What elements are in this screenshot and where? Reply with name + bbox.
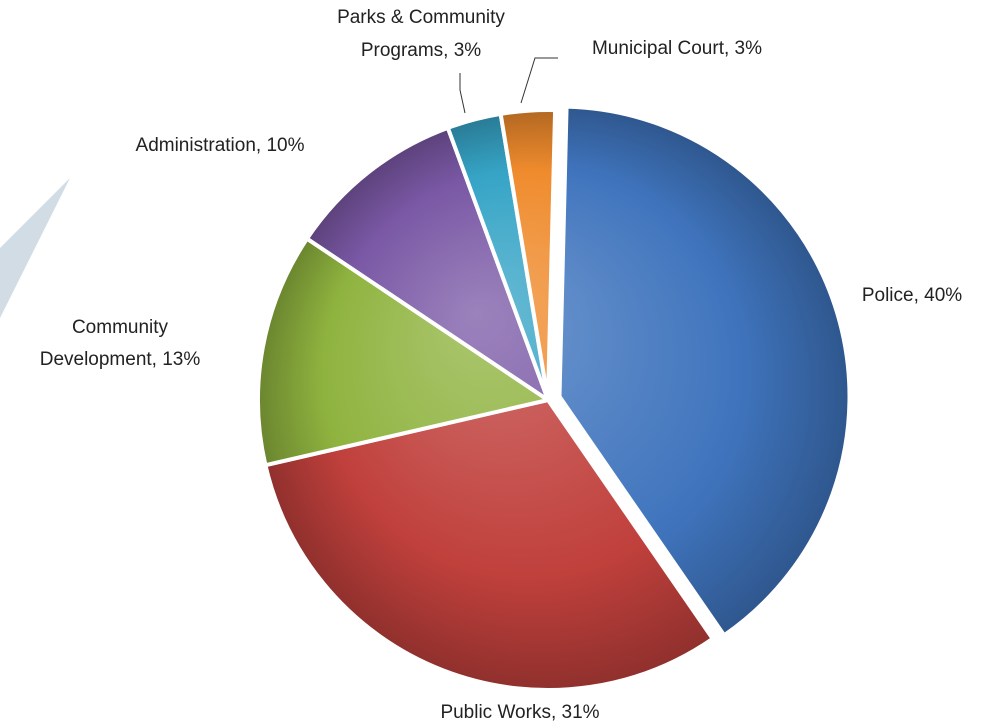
slice-layer bbox=[256, 104, 852, 692]
pie-slice-public-works bbox=[263, 398, 715, 692]
pie-slice-community-development bbox=[256, 236, 550, 468]
pie-slice-police bbox=[557, 104, 852, 638]
background-watermark-shape bbox=[0, 178, 70, 318]
data-label-administration: Administration, 10% bbox=[136, 135, 305, 156]
data-label-parks-community-programs: Parks & Community Programs, 3% bbox=[337, 7, 505, 61]
pie-slice-administration bbox=[305, 125, 550, 402]
data-label-line: Municipal Court, 3% bbox=[592, 38, 762, 59]
data-label-layer: Police, 40% Public Works, 31% Community Dev… bbox=[40, 7, 963, 723]
leader-line-parks-community-programs bbox=[459, 73, 466, 114]
data-label-public-works: Public Works, 31% bbox=[440, 702, 599, 723]
data-label-line: Development, 13% bbox=[40, 349, 201, 370]
data-label-police: Police, 40% bbox=[862, 285, 962, 306]
data-label-line: Police, 40% bbox=[862, 285, 962, 306]
data-label-line: Programs, 3% bbox=[361, 40, 481, 61]
data-label-line: Parks & Community bbox=[337, 7, 505, 28]
data-label-community-development: Community Development, 13% bbox=[40, 317, 201, 370]
data-label-municipal-court: Municipal Court, 3% bbox=[592, 38, 762, 59]
leader-line-municipal-court bbox=[520, 57, 558, 104]
data-label-line: Community bbox=[72, 317, 169, 338]
leader-line-layer bbox=[459, 57, 558, 114]
data-label-line: Public Works, 31% bbox=[440, 702, 599, 723]
pie-slice-municipal-court bbox=[498, 108, 558, 402]
data-label-line: Administration, 10% bbox=[136, 135, 305, 156]
